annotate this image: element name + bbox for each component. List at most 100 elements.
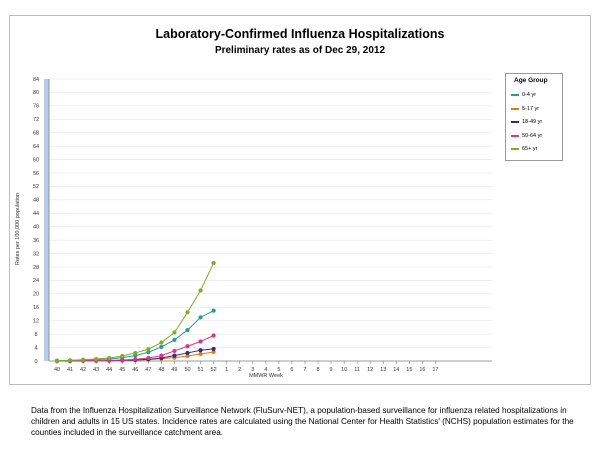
legend-item: 50-64 yr: [511, 131, 542, 141]
x-tick-label: 17: [432, 367, 438, 373]
data-point[interactable]: [211, 346, 216, 352]
data-point[interactable]: [211, 308, 216, 313]
y-axis-label: Rates per 100,000 population: [15, 193, 21, 265]
y-tick-label: 8: [34, 332, 37, 338]
series-65-yr: [54, 260, 216, 363]
caption-text: Data from the Influenza Hospitalization …: [31, 406, 574, 437]
x-tick-label: 4: [264, 367, 267, 373]
data-point[interactable]: [172, 330, 177, 335]
data-point[interactable]: [198, 348, 203, 353]
y-tick-label: 20: [33, 292, 39, 298]
x-tick-label: 44: [106, 367, 112, 373]
x-tick-label: 46: [132, 367, 138, 373]
data-point[interactable]: [172, 353, 177, 358]
legend-item: 5-17 yr: [511, 104, 539, 114]
data-point[interactable]: [185, 328, 190, 333]
data-point[interactable]: [133, 357, 138, 362]
x-tick-label: 48: [158, 367, 164, 373]
y-tick-label: 52: [33, 184, 39, 190]
data-point[interactable]: [198, 288, 203, 293]
data-point[interactable]: [185, 310, 190, 315]
data-point[interactable]: [211, 349, 216, 355]
x-tick-label: 47: [145, 367, 151, 373]
legend-swatch: [511, 121, 519, 123]
y-tick-label: 76: [33, 104, 39, 110]
data-point[interactable]: [211, 260, 216, 266]
legend: Age Group 0-4 yr 5-17 yr 18-49 yr 50-64 yr 6…: [505, 73, 563, 161]
x-tick-label: 16: [419, 367, 425, 373]
y-tick-label: 4: [34, 345, 37, 351]
data-point[interactable]: [107, 355, 112, 361]
data-point[interactable]: [159, 344, 164, 349]
y-tick-label: 12: [33, 319, 39, 325]
x-tick-label: 2: [238, 367, 241, 373]
legend-title: Age Group: [514, 77, 548, 84]
data-point[interactable]: [159, 340, 164, 345]
data-point[interactable]: [81, 357, 86, 362]
legend-swatch: [511, 94, 519, 96]
data-point[interactable]: [185, 344, 190, 349]
x-tick-label: 51: [197, 367, 203, 373]
data-point[interactable]: [120, 353, 125, 359]
x-tick-label: 42: [80, 367, 86, 373]
x-tick-label: 52: [211, 367, 217, 373]
y-tick-label: 36: [33, 238, 39, 244]
data-point[interactable]: [198, 351, 203, 357]
legend-label: 50-64 yr: [522, 132, 543, 139]
x-tick-label: 7: [303, 367, 306, 373]
y-tick-label: 24: [33, 278, 39, 284]
y-tick-label: 80: [33, 90, 39, 96]
x-tick-label: 5: [277, 367, 280, 373]
data-point[interactable]: [146, 355, 151, 361]
data-point[interactable]: [159, 353, 164, 358]
x-tick-label: 11: [354, 367, 360, 373]
y-axis-scroll-strip: [44, 79, 49, 361]
legend-swatch: [511, 107, 519, 110]
x-tick-label: 14: [393, 367, 399, 373]
legend-item: 65+ yr: [511, 144, 537, 154]
y-tick-label: 56: [33, 171, 39, 177]
y-tick-label: 16: [33, 305, 39, 311]
y-tick-label: 32: [33, 251, 39, 257]
legend-item: 18-49 yr: [511, 117, 542, 127]
x-tick-label: 41: [67, 367, 73, 373]
data-point[interactable]: [120, 357, 125, 363]
data-point[interactable]: [211, 333, 216, 338]
y-tick-label: 0: [34, 359, 37, 365]
x-tick-label: 8: [316, 367, 319, 373]
data-point[interactable]: [185, 353, 190, 359]
legend-label: 0-4 yr: [522, 92, 537, 98]
data-point[interactable]: [146, 347, 151, 352]
legend-swatch: [511, 148, 519, 150]
data-point[interactable]: [94, 356, 99, 362]
legend-label: 5-17 yr: [522, 105, 540, 112]
data-point[interactable]: [198, 339, 203, 344]
series-line: [56, 262, 215, 362]
x-tick-label: 6: [290, 367, 293, 373]
x-tick-label: 1: [225, 367, 228, 373]
x-tick-label: 9: [330, 367, 333, 373]
y-tick-label: 48: [33, 198, 39, 204]
y-tick-label: 40: [33, 225, 39, 231]
x-tick-label: 40: [54, 367, 60, 373]
x-tick-label: 3: [251, 367, 254, 373]
data-point[interactable]: [67, 358, 73, 363]
x-tick-label: 10: [341, 367, 347, 373]
series-50-64-yr: [54, 333, 216, 364]
data-point[interactable]: [133, 350, 138, 356]
data-point[interactable]: [172, 348, 177, 354]
data-point[interactable]: [54, 358, 60, 363]
y-tick-label: 68: [33, 131, 39, 137]
data-point[interactable]: [172, 337, 177, 342]
y-tick-label: 84: [33, 77, 39, 83]
x-tick-label: 49: [171, 367, 177, 373]
x-tick-label: 43: [93, 367, 99, 373]
x-tick-label: 50: [184, 367, 190, 373]
data-point[interactable]: [146, 350, 151, 355]
data-point[interactable]: [198, 315, 203, 320]
x-tick-label: 15: [406, 367, 412, 373]
legend-label: 65+ yr: [522, 146, 538, 152]
data-point[interactable]: [185, 350, 190, 356]
legend-label: 18-49 yr: [522, 119, 543, 125]
legend-swatch: [511, 134, 519, 137]
